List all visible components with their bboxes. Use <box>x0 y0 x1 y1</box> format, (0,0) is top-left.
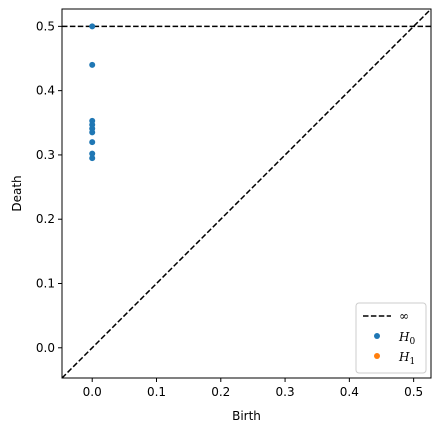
legend-h1-label: H1 <box>398 350 415 367</box>
legend: ∞ H0 H1 <box>355 302 427 374</box>
y-tick-label: 0.0 <box>36 341 55 355</box>
legend-box <box>355 302 427 374</box>
y-axis-label: Death <box>10 175 24 211</box>
x-tick-label: 0.3 <box>276 385 295 399</box>
plot-frame <box>61 8 432 379</box>
legend-h0-label: H0 <box>398 330 415 347</box>
x-tick-label: 0.1 <box>147 385 166 399</box>
x-tick-label: 0.5 <box>404 385 423 399</box>
legend-infinity-label: ∞ <box>399 309 409 323</box>
y-tick-label: 0.1 <box>36 277 55 291</box>
h0-point <box>89 129 96 136</box>
y-tick-label: 0.3 <box>36 148 55 162</box>
x-tick-label: 0.2 <box>211 385 230 399</box>
h0-point <box>89 23 96 30</box>
y-tick-label: 0.2 <box>36 212 55 226</box>
h0-point <box>89 155 96 162</box>
h0-point <box>89 61 96 68</box>
y-tick-label: 0.5 <box>36 19 55 33</box>
y-tick-label: 0.4 <box>36 84 55 98</box>
legend-h0-marker <box>374 333 380 339</box>
diagonal-line <box>62 9 431 378</box>
x-axis-label: Birth <box>232 409 261 423</box>
h0-point <box>89 139 96 146</box>
x-tick-label: 0.4 <box>340 385 359 399</box>
h0-point <box>89 150 96 157</box>
x-tick-label: 0.0 <box>83 385 102 399</box>
legend-h1-marker <box>374 353 380 359</box>
